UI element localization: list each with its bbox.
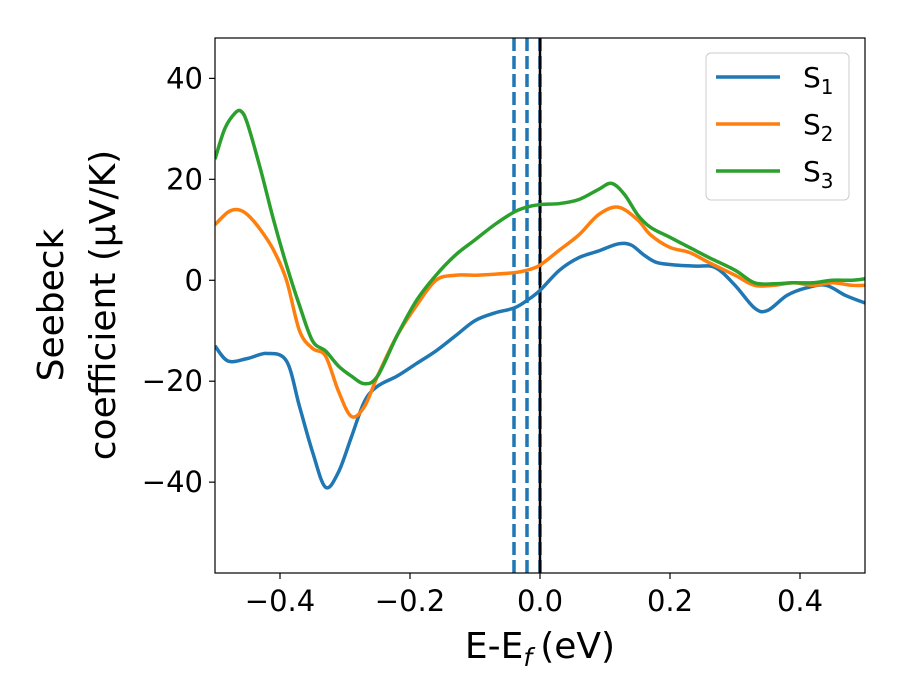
series-lines	[215, 108, 865, 490]
x-tick-label: 0.4	[777, 584, 823, 618]
legend-label-s1: S1	[803, 61, 834, 99]
legend-label-s2: S2	[803, 108, 834, 146]
x-tick-label: 0.2	[647, 584, 693, 618]
y-tick-label: 40	[166, 61, 203, 95]
x-axis-title: E-Ef (eV)	[465, 626, 615, 672]
y-axis-title-line2: coefficient (μV/K)	[83, 150, 124, 460]
series-line-s2	[215, 205, 865, 419]
x-tick-label: −0.4	[245, 584, 315, 618]
y-tick-label: −20	[142, 364, 203, 398]
series-line-s1	[215, 241, 865, 490]
x-axis-ticks: −0.4 −0.2 0.0 0.2 0.4	[245, 573, 823, 618]
x-tick-label: −0.2	[375, 584, 445, 618]
y-tick-label: −40	[142, 465, 203, 499]
legend: S1 S2 S3	[705, 52, 850, 201]
y-tick-label: 20	[166, 162, 203, 196]
y-axis-title: Seebeck coefficient (μV/K)	[31, 150, 124, 460]
x-axis-title-unit: (eV)	[540, 626, 615, 667]
legend-label-s3: S3	[803, 155, 834, 193]
series-line-s3	[215, 108, 865, 386]
x-axis-title-subscript: f	[523, 643, 535, 672]
y-axis-ticks: −40 −20 0 20 40	[142, 61, 215, 499]
y-tick-label: 0	[185, 263, 203, 297]
legend-box	[705, 52, 850, 201]
vertical-reference-lines	[512, 38, 542, 573]
x-tick-label: 0.0	[517, 584, 563, 618]
y-axis-title-line1: Seebeck	[31, 228, 72, 381]
